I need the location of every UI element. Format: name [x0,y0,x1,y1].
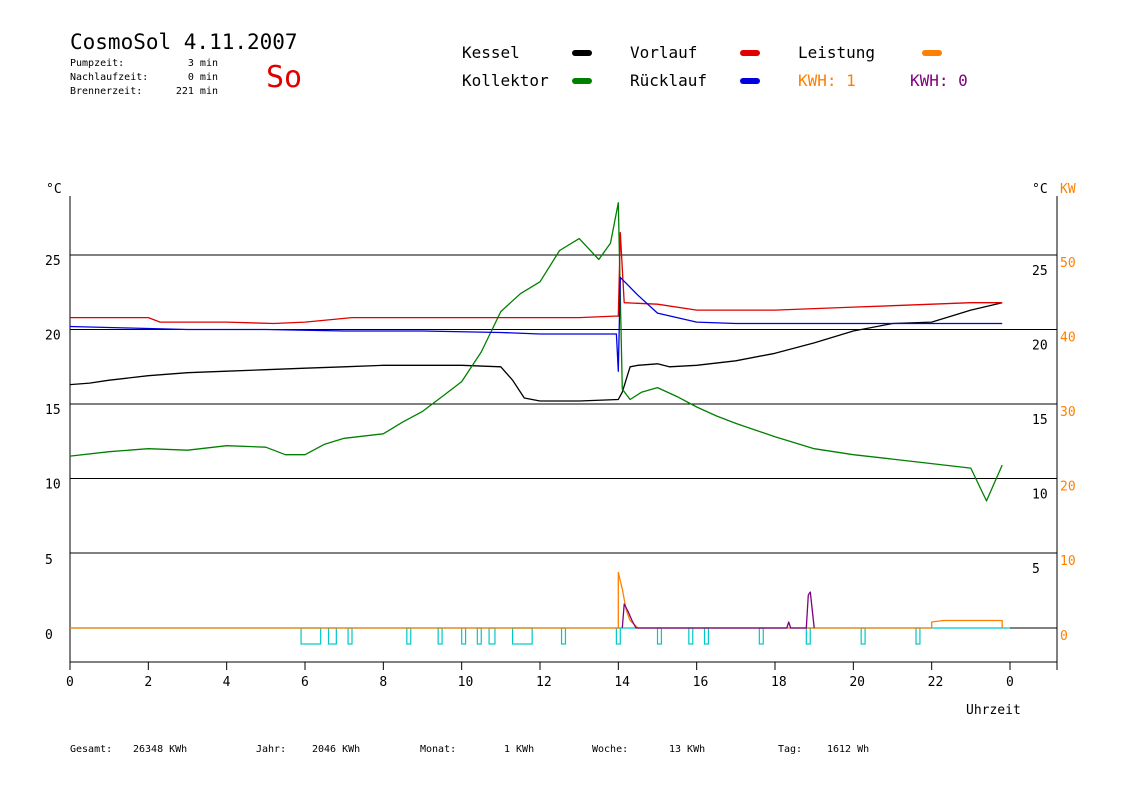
legend-label-ruecklauf: Rücklauf [630,71,708,90]
pump-interval-marker [915,627,921,645]
legend-label-kwh-1: KWH: 1 [798,71,856,90]
y-axis-unit-right: °C [1032,182,1048,197]
series-line-kessel [69,302,1003,402]
pump-interval-marker [758,627,764,645]
footer-label-jahr: Jahr: [256,744,287,755]
footer-label-woche: Woche: [592,744,629,755]
y-axis-unit-left: °C [46,182,62,197]
pump-interval-marker [703,627,710,645]
legend-swatch-vorlauf [740,50,760,56]
x-tick-label: 12 [536,675,552,690]
legend-label-kollektor: Kollektor [462,71,549,90]
y-tick-label-left-lower: 0 [45,628,53,643]
x-tick-label: 22 [928,675,944,690]
x-axis-title: Uhrzeit [966,703,1021,718]
pump-interval-marker [476,627,482,645]
y-tick-label-right: 25 [1032,264,1048,279]
legend-swatch-ruecklauf [740,78,760,84]
legend-label-kessel: Kessel [462,43,520,62]
y-tick-label-kw: 40 [1060,331,1076,346]
y-tick-label-right-lower: 5 [1032,562,1040,577]
pump-interval-marker [860,627,866,645]
y-tick-label-kw: 20 [1060,480,1076,495]
pump-interval-marker [347,627,353,645]
y-tick-label-kw: 30 [1060,405,1076,420]
stat-label-pumpzeit: Pumpzeit: [70,58,125,69]
y-tick-label-kw-lower: 0 [1060,629,1068,644]
legend-swatch-leistung [922,50,942,56]
x-tick-label: 2 [144,675,152,690]
y-tick-label-left: 25 [45,254,61,269]
stat-value-nachlaufzeit: 0 min [187,72,218,83]
footer-label-tag: Tag: [778,744,803,755]
weekday-label: So [266,60,303,95]
pump-interval-marker [560,627,567,645]
stat-label-nachlaufzeit: Nachlaufzeit: [70,72,149,83]
footer-value-monat: 1 KWh [504,744,535,755]
pump-interval-marker [511,627,533,645]
x-tick-label: 6 [301,675,309,690]
y-tick-label-right: 20 [1032,339,1048,354]
legend-swatch-kollektor [572,78,592,84]
x-tick-label: 10 [458,675,474,690]
x-tick-label: 14 [614,675,630,690]
x-tick-label: 0 [66,675,74,690]
pump-interval-marker [805,627,811,645]
series-line-leistung [70,571,1003,629]
y-tick-label-kw-lower: 10 [1060,554,1076,569]
stat-label-brennerzeit: Brennerzeit: [70,86,143,97]
pump-interval-marker [615,627,621,645]
pump-interval-marker [327,627,337,645]
footer-value-tag: 1612 Wh [827,744,870,755]
series-line-r-cklauf [69,276,1003,372]
footer-label-gesamt: Gesamt: [70,744,113,755]
page-title: CosmoSol 4.11.2007 [70,30,298,54]
x-tick-label: 8 [379,675,387,690]
pump-interval-marker [461,627,467,645]
footer-label-monat: Monat: [420,744,457,755]
footer-value-gesamt: 26348 KWh [133,744,188,755]
x-tick-label: 18 [771,675,787,690]
pump-interval-marker [300,627,322,645]
legend-label-vorlauf: Vorlauf [630,43,698,62]
series-line-kollektor [69,202,1003,502]
legend-swatch-kessel [572,50,592,56]
y-tick-label-right: 15 [1032,413,1048,428]
pump-interval-marker [437,627,443,645]
x-tick-label: 20 [849,675,865,690]
x-tick-label: 4 [223,675,231,690]
pump-interval-marker [656,627,663,645]
series-line-kwh-0 [621,591,815,629]
y-tick-label-left: 10 [45,478,61,493]
x-tick-label: 16 [693,675,709,690]
legend-label-leistung: Leistung [798,43,876,62]
y-tick-label-kw: 50 [1060,256,1076,271]
footer-value-woche: 13 KWh [669,744,706,755]
stat-value-brennerzeit: 221 min [175,86,218,97]
y-tick-label-left-lower: 5 [45,553,53,568]
y-tick-label-right: 10 [1032,488,1048,503]
y-axis-unit-kw: KW [1060,182,1076,197]
stat-value-pumpzeit: 3 min [187,58,218,69]
footer-value-jahr: 2046 KWh [312,744,361,755]
pump-interval-marker [488,627,496,645]
series-line-vorlauf [70,232,1003,325]
pump-interval-marker [406,627,412,645]
y-tick-label-left: 20 [45,329,61,344]
legend-label-kwh-0: KWH: 0 [910,71,968,90]
pump-interval-marker [688,627,694,645]
y-tick-label-left: 15 [45,403,61,418]
x-tick-label: 0 [1006,675,1014,690]
